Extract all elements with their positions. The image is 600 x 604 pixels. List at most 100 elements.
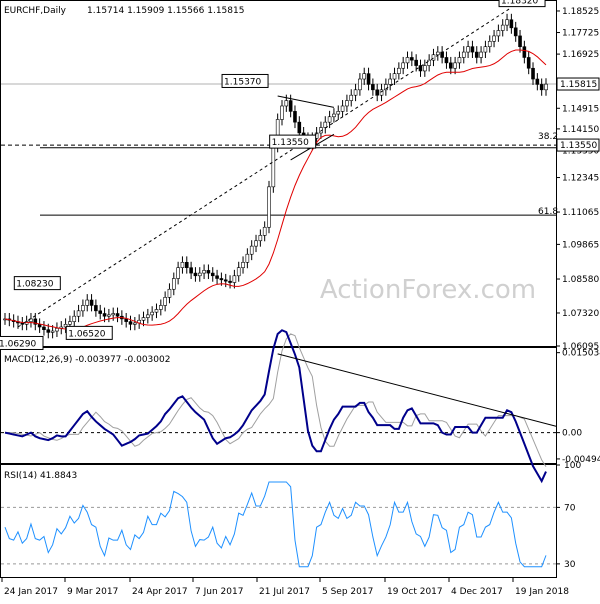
candle-body xyxy=(163,297,167,306)
price-label: 1.13550 xyxy=(272,138,309,148)
candle-body xyxy=(111,313,115,316)
candle-body xyxy=(76,310,81,317)
symbol-label: EURCHF,Daily xyxy=(4,6,67,16)
candle-body xyxy=(293,111,297,123)
level-tag xyxy=(556,138,600,152)
rsi-line xyxy=(4,481,547,568)
candle-body xyxy=(228,280,232,283)
candle-body xyxy=(509,19,514,29)
axis-ticks: 1.185251.177251.169251.149151.141501.133… xyxy=(1,7,600,597)
candle-body xyxy=(323,121,328,128)
candle-body xyxy=(89,299,94,306)
candle-body xyxy=(197,272,202,277)
candle-body xyxy=(133,322,137,325)
candle-body xyxy=(392,73,397,80)
candle-body xyxy=(115,313,120,317)
candle-body xyxy=(107,314,111,317)
candle-body xyxy=(379,89,384,96)
rsi-tick-label: 30 xyxy=(564,560,576,570)
candle-body xyxy=(180,262,185,269)
sma-line xyxy=(4,49,547,330)
candle-body xyxy=(431,54,436,61)
rsi-tick-label: 70 xyxy=(564,503,576,513)
x-tick-label: 7 Jun 2017 xyxy=(195,587,243,597)
candle-body xyxy=(474,51,479,58)
candle-body xyxy=(223,279,228,282)
candle-body xyxy=(544,83,548,91)
candle-body xyxy=(29,318,33,322)
macd-line xyxy=(4,329,547,484)
candle-body xyxy=(189,267,193,274)
candle-body xyxy=(33,318,38,325)
candle-body xyxy=(401,62,405,69)
candle-body xyxy=(427,59,431,66)
candle-body xyxy=(371,84,375,91)
price-label: 1.15370 xyxy=(224,77,261,87)
candle-body xyxy=(522,46,527,58)
candle-body xyxy=(358,78,362,91)
candle-body xyxy=(128,321,133,325)
fib-61-label: 61.8 xyxy=(538,207,558,217)
price-tick-label: 1.12345 xyxy=(562,174,599,184)
price-label: 1.06520 xyxy=(68,329,105,339)
price-label-box xyxy=(269,134,317,149)
candle-body xyxy=(215,275,219,279)
candle-body xyxy=(81,305,85,312)
candle-body xyxy=(362,73,367,80)
candle-body xyxy=(50,330,55,333)
candle-body xyxy=(46,329,51,333)
candle-body xyxy=(245,253,250,263)
price-label-box xyxy=(221,73,269,88)
macd-signal-line xyxy=(5,333,547,467)
candle-body xyxy=(457,57,462,64)
candle-body xyxy=(159,305,163,310)
candle-body xyxy=(345,100,349,107)
candle-body xyxy=(284,100,289,107)
macd-pane-border xyxy=(0,347,557,464)
price-label-box xyxy=(13,276,61,291)
candle-body xyxy=(254,240,258,247)
candle-body xyxy=(124,318,128,322)
x-tick-label: 24 Jan 2017 xyxy=(4,587,58,597)
candle-body xyxy=(539,84,544,91)
price-tick-label: 1.09865 xyxy=(562,240,599,250)
candle-body xyxy=(210,272,215,277)
price-label: 1.08230 xyxy=(16,280,53,290)
candle-body xyxy=(483,46,488,53)
candle-body xyxy=(366,73,371,85)
candle-body xyxy=(496,30,501,37)
candle-body xyxy=(150,311,154,316)
macd-title: MACD(12,26,9) -0.003977 -0.003002 xyxy=(4,355,170,365)
candle-body xyxy=(167,288,172,298)
current-price-tag xyxy=(556,77,600,91)
candle-body xyxy=(63,324,68,328)
candle-body xyxy=(102,313,107,317)
candle-body xyxy=(388,78,392,85)
candle-body xyxy=(154,309,159,313)
trend-channel-line xyxy=(17,7,512,328)
price-tick-label: 1.08580 xyxy=(562,275,599,285)
candle-body xyxy=(375,89,380,96)
candle-body xyxy=(461,51,466,58)
candle-body xyxy=(219,278,224,281)
level-label: 1.13550 xyxy=(560,141,597,151)
rsi-series xyxy=(1,481,556,568)
candle-body xyxy=(94,305,98,312)
price-tick-label: 1.14915 xyxy=(562,104,599,114)
candle-body xyxy=(444,57,449,64)
candle-body xyxy=(327,116,332,123)
triangle-upper-line xyxy=(277,95,335,108)
price-tick-label: 1.17725 xyxy=(562,29,599,39)
candle-body xyxy=(414,59,418,66)
candle-body xyxy=(466,46,470,53)
candle-body xyxy=(98,310,103,314)
x-tick-label: 24 Apr 2017 xyxy=(132,587,188,597)
candle-body xyxy=(249,245,254,255)
candle-body xyxy=(410,57,414,61)
candle-body xyxy=(267,186,271,228)
candle-body xyxy=(492,35,496,42)
candle-body xyxy=(513,27,518,37)
candle-body xyxy=(232,275,237,283)
candle-body xyxy=(37,324,42,328)
